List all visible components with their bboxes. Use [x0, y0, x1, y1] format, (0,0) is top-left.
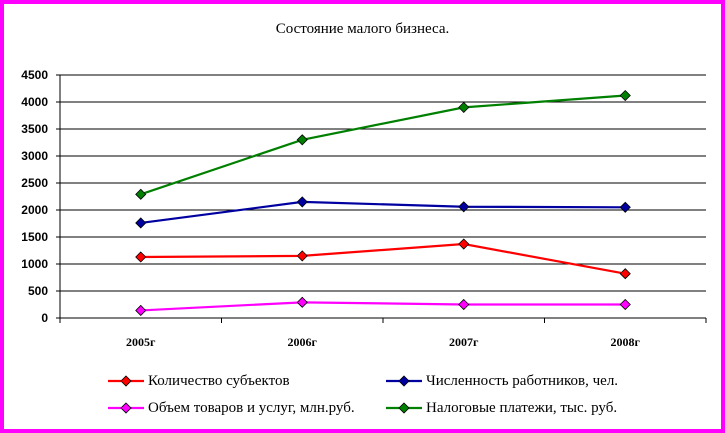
data-point-marker — [619, 268, 631, 280]
data-point-marker — [458, 201, 470, 213]
legend-item: Объем товаров и услуг, млн.руб. — [108, 398, 355, 418]
data-point-marker — [619, 201, 631, 213]
y-tick-label: 1500 — [21, 230, 48, 244]
data-point-marker — [135, 304, 147, 317]
y-tick-label: 4000 — [21, 95, 48, 109]
series-line — [140, 200, 626, 225]
data-point-marker — [619, 298, 631, 311]
chart-title: Состояние малого бизнеса. — [275, 21, 450, 37]
y-tick-label: 3000 — [21, 149, 48, 163]
legend-item: Налоговые платежи, тыс. руб. — [386, 398, 617, 418]
legend-swatch-icon — [386, 402, 422, 414]
data-point-marker — [296, 250, 308, 262]
data-point-marker — [458, 238, 470, 250]
y-tick-label: 2500 — [21, 176, 48, 190]
series-line — [140, 301, 626, 312]
legend-item: Численность работников, чел. — [386, 371, 618, 391]
x-tick-label: 2005г — [126, 335, 156, 349]
data-point-marker — [458, 298, 470, 311]
series-line — [140, 94, 626, 196]
x-tick-label: 2007г — [449, 335, 479, 349]
data-point-marker — [135, 251, 147, 263]
legend-label: Количество субъектов — [148, 372, 290, 389]
series-line — [140, 242, 626, 275]
data-point-marker — [458, 101, 470, 113]
y-tick-label: 4500 — [21, 68, 48, 82]
legend-label: Налоговые платежи, тыс. руб. — [426, 399, 618, 416]
data-point-marker — [296, 196, 308, 208]
y-tick-label: 1000 — [21, 257, 48, 271]
data-point-marker — [296, 296, 308, 308]
legend-swatch-icon — [386, 375, 422, 387]
x-tick-label: 2006г — [288, 335, 318, 349]
data-point-marker — [619, 89, 631, 102]
y-tick-label: 0 — [41, 311, 48, 325]
legend-swatch-icon — [108, 402, 144, 414]
data-point-marker — [296, 134, 308, 146]
legend-label: Численность работников, чел. — [426, 372, 619, 389]
legend-label: Объем товаров и услуг, млн.руб. — [148, 399, 355, 416]
y-tick-label: 500 — [28, 284, 48, 298]
legend-item: Количество субъектов — [108, 371, 290, 391]
data-point-marker — [135, 217, 147, 229]
y-tick-label: 3500 — [21, 122, 48, 136]
legend-swatch-icon — [108, 375, 144, 387]
y-tick-label: 2000 — [21, 203, 48, 217]
x-tick-label: 2008г — [611, 335, 641, 349]
data-point-marker — [135, 188, 147, 200]
